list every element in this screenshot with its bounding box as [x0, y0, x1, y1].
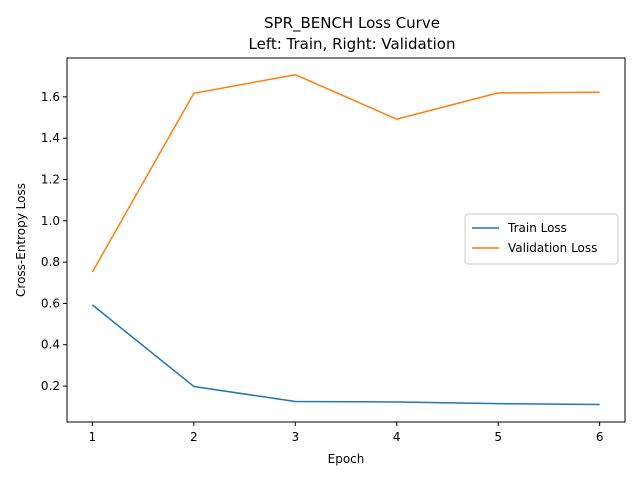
legend: Train Loss Validation Loss — [464, 213, 619, 265]
x-tick-label: 2 — [190, 430, 198, 444]
chart-title: SPR_BENCH Loss Curve — [264, 14, 440, 33]
x-tick-label: 5 — [494, 430, 502, 444]
y-tick-label: 0.4 — [41, 338, 60, 352]
y-tick-label: 1.2 — [41, 172, 60, 186]
series-line-train-loss — [91, 304, 600, 406]
x-tick-label: 1 — [89, 430, 97, 444]
x-tick-label: 6 — [596, 430, 604, 444]
y-tick-label: 0.6 — [41, 296, 60, 310]
x-axis-ticks: 1 2 3 4 5 6 — [89, 422, 604, 444]
y-tick-label: 1.6 — [41, 90, 60, 104]
x-tick-label: 3 — [291, 430, 299, 444]
y-tick-label: 1.0 — [41, 214, 60, 228]
legend-box — [464, 213, 619, 265]
y-tick-label: 1.4 — [41, 131, 60, 145]
x-axis-label: Epoch — [328, 452, 365, 466]
y-axis-ticks: 0.2 0.4 0.6 0.8 1.0 1.2 1.4 1.6 — [41, 90, 67, 393]
legend-entry: Validation Loss — [508, 241, 597, 255]
y-axis-label: Cross-Entropy Loss — [14, 183, 28, 297]
chart-subtitle: Left: Train, Right: Validation — [249, 35, 456, 53]
series-line-validation-loss — [91, 73, 600, 273]
y-tick-label: 0.2 — [41, 379, 60, 393]
legend-entry: Train Loss — [507, 221, 567, 235]
x-tick-label: 4 — [393, 430, 401, 444]
y-tick-label: 0.8 — [41, 255, 60, 269]
series-lines — [91, 73, 600, 406]
plot-area-frame — [66, 57, 626, 423]
